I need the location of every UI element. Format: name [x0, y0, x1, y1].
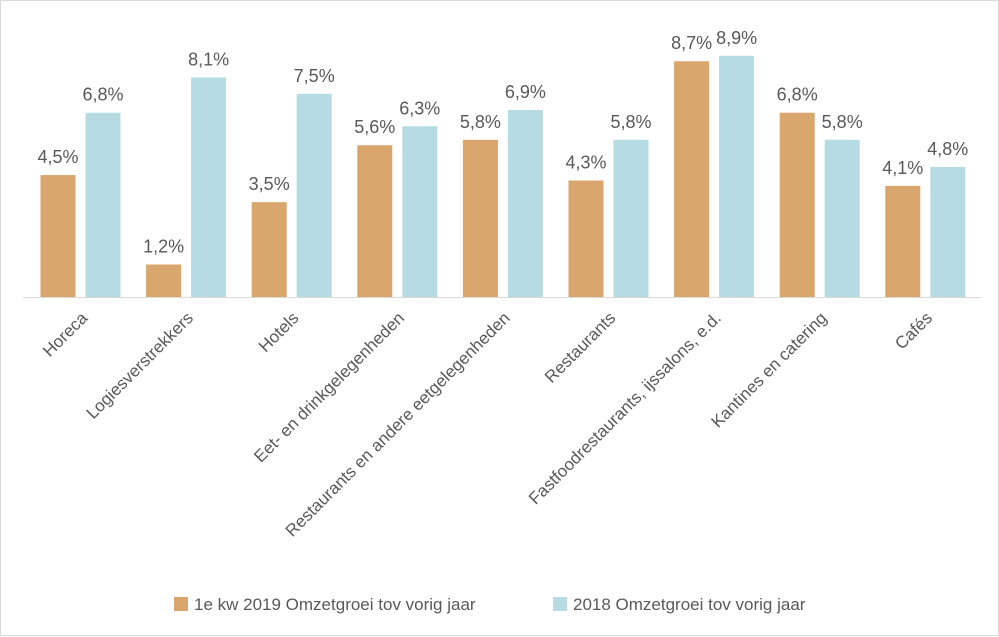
data-label-s1-5: 5,8% [610, 112, 651, 132]
bar-s0-5 [568, 180, 604, 297]
data-label-s0-7: 6,8% [777, 85, 818, 105]
category-label-8: Cafés [891, 308, 936, 353]
data-label-s1-2: 7,5% [294, 66, 335, 86]
bar-s1-8 [930, 166, 966, 297]
category-label-1: Logiesverstrekkers [83, 308, 197, 422]
data-label-s0-8: 4,1% [882, 158, 923, 178]
bars-layer [40, 55, 966, 298]
data-label-s1-1: 8,1% [188, 49, 229, 69]
bar-s0-6 [674, 61, 710, 298]
bar-s0-0 [40, 175, 76, 297]
bar-s0-2 [251, 202, 287, 297]
legend-label-0: 1e kw 2019 Omzetgroei tov vorig jaar [194, 595, 476, 614]
category-label-0: Horeca [39, 308, 92, 361]
data-label-s0-1: 1,2% [143, 236, 184, 256]
bar-s1-3 [402, 126, 438, 298]
legend-swatch-0 [174, 597, 188, 611]
legend: 1e kw 2019 Omzetgroei tov vorig jaar 2018… [174, 595, 806, 614]
data-label-s0-4: 5,8% [460, 112, 501, 132]
data-label-s0-6: 8,7% [671, 33, 712, 53]
bar-s0-8 [885, 185, 921, 297]
bar-s1-6 [719, 55, 755, 298]
bar-s1-4 [507, 110, 543, 297]
bar-s0-4 [462, 139, 498, 297]
bar-s1-2 [296, 93, 332, 297]
data-label-s1-3: 6,3% [399, 98, 440, 118]
bar-s0-7 [779, 112, 815, 297]
bar-s1-5 [613, 139, 649, 297]
legend-swatch-1 [553, 597, 567, 611]
category-label-7: Kantines en catering [707, 308, 830, 431]
data-label-s0-0: 4,5% [37, 147, 78, 167]
data-label-s1-4: 6,9% [505, 82, 546, 102]
data-label-s0-3: 5,6% [354, 117, 395, 137]
category-label-5: Restaurants [541, 308, 619, 386]
category-label-6: Fastfoodrestaurants, ijssalons, e.d. [525, 308, 725, 508]
bar-s1-7 [824, 139, 860, 297]
data-label-s0-5: 4,3% [565, 152, 606, 172]
data-label-s1-0: 6,8% [82, 85, 123, 105]
data-label-s1-8: 4,8% [927, 139, 968, 159]
bar-s1-0 [85, 112, 121, 297]
bar-s0-1 [146, 264, 182, 297]
data-label-s0-2: 3,5% [249, 174, 290, 194]
data-label-s1-7: 5,8% [822, 112, 863, 132]
data-label-s1-6: 8,9% [716, 28, 757, 48]
category-label-4: Restaurants en andere eetgelegenheden [282, 308, 514, 540]
bar-s1-1 [191, 77, 227, 298]
category-label-2: Hotels [255, 308, 303, 356]
bar-s0-3 [357, 145, 393, 297]
legend-label-1: 2018 Omzetgroei tov vorig jaar [573, 595, 806, 614]
data-labels-layer: 4,5%6,8%1,2%8,1%3,5%7,5%5,6%6,3%5,8%6,9%… [37, 28, 968, 257]
